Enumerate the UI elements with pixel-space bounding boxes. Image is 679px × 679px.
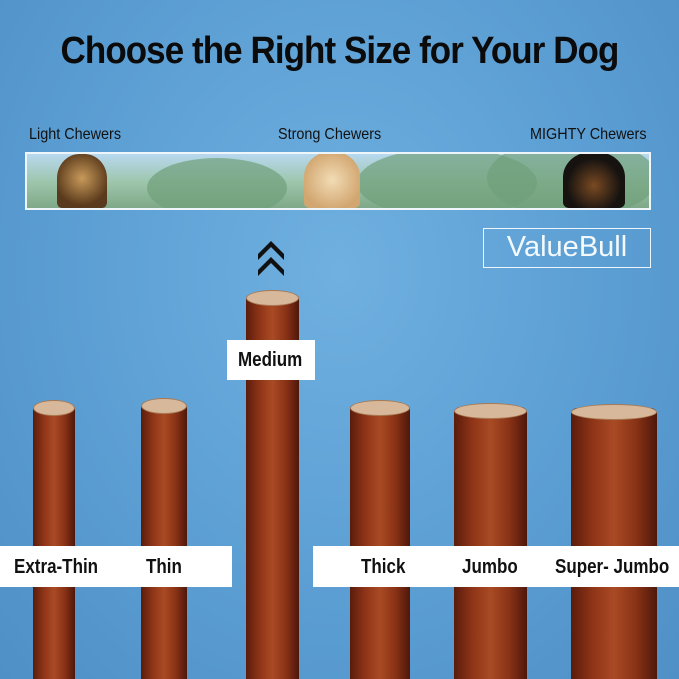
right-label-box: [313, 546, 679, 587]
size-label-thin: Thin: [146, 556, 182, 578]
size-label-extra-thin: Extra-Thin: [14, 556, 99, 578]
rottweiler-image: [563, 154, 625, 208]
stick-jumbo: [454, 403, 527, 679]
stick-super-jumbo: [571, 404, 657, 679]
dog-banner: [25, 152, 651, 210]
page-title: Choose the Right Size for Your Dog: [60, 30, 620, 72]
medium-label-box: [227, 340, 315, 380]
chewer-level-light: Light Chewers: [29, 126, 122, 143]
double-chevron-up-icon: [258, 241, 284, 276]
yorkie-image: [57, 154, 107, 208]
size-label-jumbo: Jumbo: [462, 556, 518, 578]
size-label-medium: Medium: [238, 349, 303, 371]
labrador-image: [304, 154, 360, 208]
stick-thin: [141, 398, 187, 679]
size-label-thick: Thick: [361, 556, 406, 578]
stick-thick: [350, 400, 410, 679]
left-label-box: [0, 546, 232, 587]
chewer-level-strong: Strong Chewers: [278, 126, 382, 143]
size-label-super-jumbo: Super- Jumbo: [555, 556, 670, 578]
chewer-level-mighty: MIGHTY Chewers: [530, 126, 647, 143]
brand-logo: ValueBull: [483, 228, 651, 268]
stick-extra-thin: [33, 400, 75, 679]
